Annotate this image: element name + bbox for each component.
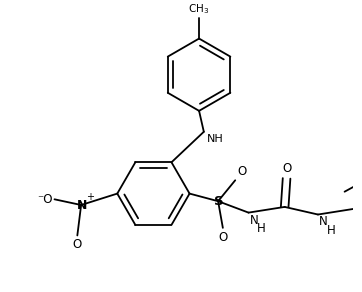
Text: CH$_3$: CH$_3$ (189, 2, 210, 16)
Text: N: N (77, 199, 87, 211)
Text: N: N (319, 215, 328, 228)
Text: ⁻O: ⁻O (37, 193, 52, 206)
Text: O: O (237, 165, 247, 178)
Text: H: H (257, 222, 266, 235)
Text: S: S (214, 195, 224, 208)
Text: H: H (327, 224, 335, 237)
Text: NH: NH (207, 134, 223, 144)
Text: O: O (73, 238, 82, 251)
Text: O: O (218, 231, 227, 244)
Text: +: + (86, 192, 94, 202)
Text: O: O (282, 161, 291, 175)
Text: N: N (249, 213, 258, 227)
